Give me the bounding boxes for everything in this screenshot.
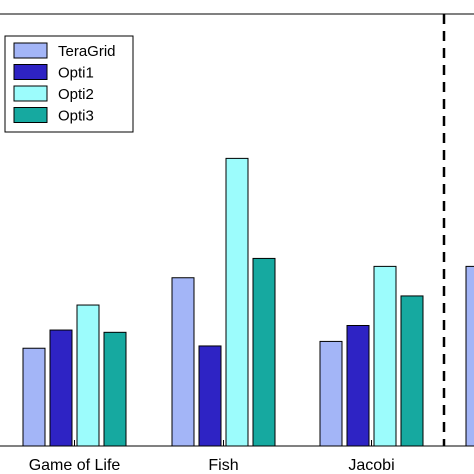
bar-teragrid-3 [465,265,474,447]
x-tick-label: Fish [208,457,238,474]
legend-label-teragrid: TeraGrid [58,43,116,60]
bars-group [22,157,474,447]
x-ticks: Game of LifeFishJacobiS [29,440,395,474]
legend-swatch-opti1 [13,64,48,80]
bar-opti2-1 [225,157,249,447]
bar-opti2-0 [76,304,100,447]
legend-swatch-opti2 [13,85,48,102]
bar-teragrid-2 [319,340,343,447]
legend: TeraGrid Opti1 Opti2 Opti3 [4,35,134,133]
legend-label-opti1: Opti1 [58,65,94,82]
legend-swatch-opti3 [13,107,48,123]
bar-opti2-2 [373,265,397,447]
bar-teragrid-0 [22,347,46,447]
legend-swatch-teragrid [13,42,48,59]
legend-label-opti2: Opti2 [58,86,94,103]
x-tick-label: Game of Life [29,457,121,474]
bar-opti3-1 [252,257,276,447]
bar-opti3-0 [103,331,127,447]
bar-teragrid-1 [171,277,195,447]
bar-opti3-2 [400,295,424,447]
legend-label-opti3: Opti3 [58,108,94,125]
bar-opti1-1 [198,345,222,447]
bar-opti1-0 [49,329,73,447]
bar-opti1-2 [346,324,370,447]
x-tick-label: Jacobi [348,457,394,474]
